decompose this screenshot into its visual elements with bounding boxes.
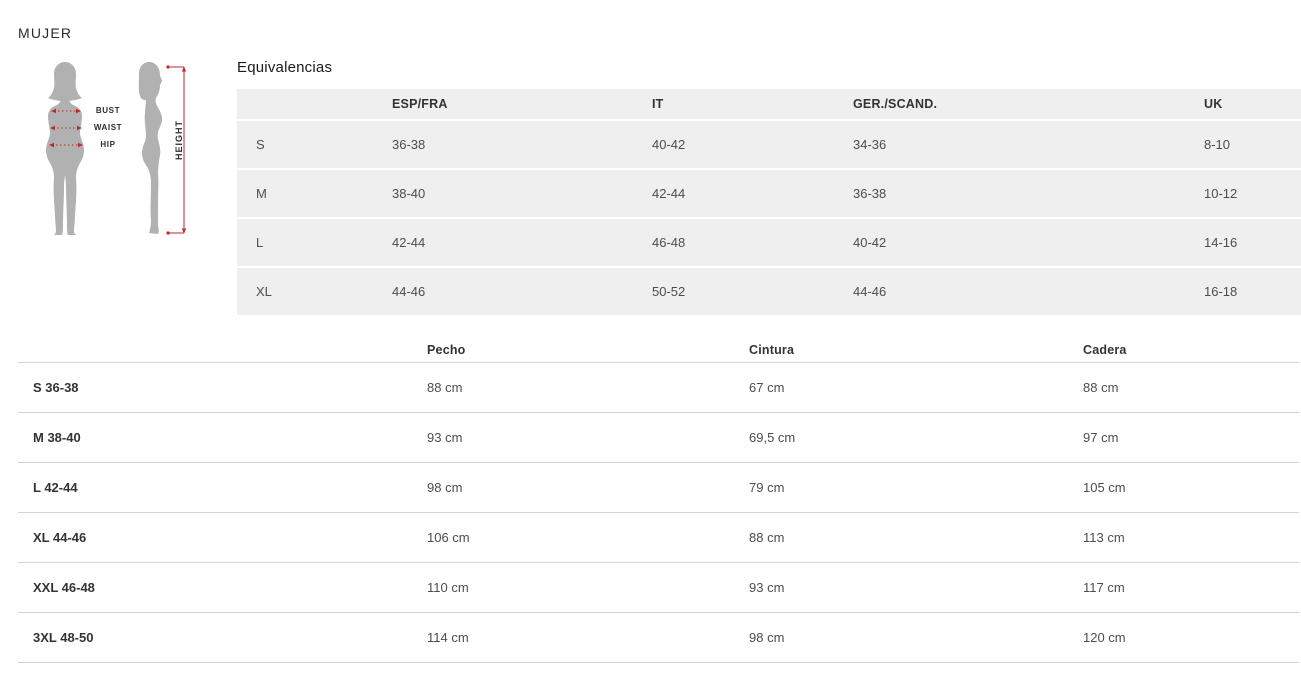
column-header-cintura: Cintura (749, 343, 795, 357)
silhouette-diagram-svg (46, 62, 187, 235)
height-line (168, 66, 185, 234)
eq-cell: 44-46 (853, 284, 887, 299)
eq-cell: 10-12 (1204, 186, 1238, 201)
measurements-table: Pecho Cintura Cadera S 36-38 88 cm 67 cm… (18, 338, 1299, 663)
column-header-ger-scand: GER./SCAND. (853, 97, 938, 111)
column-header-uk: UK (1204, 97, 1223, 111)
equivalences-table: ESP/FRA IT GER./SCAND. UK S 36-38 40-42 … (237, 89, 1301, 317)
table-row-m: M 38-40 42-44 36-38 10-12 (237, 170, 1301, 217)
table-row-l-42-44: L 42-44 98 cm 79 cm 105 cm (18, 463, 1299, 513)
table-row-xxl-46-48: XXL 46-48 110 cm 93 cm 117 cm (18, 563, 1299, 613)
m-cell: 69,5 cm (749, 430, 796, 445)
m-cell: 79 cm (749, 480, 785, 495)
table-row-xl-44-46: XL 44-46 106 cm 88 cm 113 cm (18, 513, 1299, 563)
size-label: XL (256, 284, 272, 299)
size-label: L (256, 235, 264, 250)
size-label: 3XL 48-50 (33, 630, 94, 645)
eq-cell: 38-40 (392, 186, 426, 201)
eq-cell: 42-44 (652, 186, 686, 201)
m-cell: 110 cm (427, 580, 469, 595)
size-label: XXL 46-48 (33, 580, 95, 595)
waist-label: WAIST (93, 123, 123, 132)
m-cell: 88 cm (1083, 380, 1119, 395)
m-cell: 113 cm (1083, 530, 1125, 545)
size-label: M (256, 186, 267, 201)
size-label: M 38-40 (33, 430, 81, 445)
height-label: HEIGHT (174, 120, 184, 161)
female-front-silhouette (46, 62, 84, 235)
eq-cell: 44-46 (392, 284, 426, 299)
size-label: S 36-38 (33, 380, 79, 395)
table-row-3xl-48-50: 3XL 48-50 114 cm 98 cm 120 cm (18, 613, 1299, 663)
height-line-ends (166, 65, 187, 235)
size-label: S (256, 137, 265, 152)
column-header-esp-fra: ESP/FRA (392, 97, 448, 111)
eq-cell: 36-38 (392, 137, 426, 152)
equivalences-header-row: ESP/FRA IT GER./SCAND. UK (237, 89, 1301, 119)
eq-cell: 40-42 (853, 235, 887, 250)
section-label-mujer: MUJER (18, 25, 73, 41)
eq-cell: 14-16 (1204, 235, 1238, 250)
m-cell: 105 cm (1083, 480, 1126, 495)
table-row-s: S 36-38 40-42 34-36 8-10 (237, 121, 1301, 168)
m-cell: 114 cm (427, 630, 469, 645)
size-label: L 42-44 (33, 480, 78, 495)
eq-cell: 16-18 (1204, 284, 1238, 299)
m-cell: 88 cm (749, 530, 785, 545)
m-cell: 120 cm (1083, 630, 1126, 645)
size-label: XL 44-46 (33, 530, 87, 545)
table-row-s-36-38: S 36-38 88 cm 67 cm 88 cm (18, 363, 1299, 413)
m-cell: 67 cm (749, 380, 785, 395)
measurements-header-row: Pecho Cintura Cadera (18, 338, 1299, 363)
equivalences-title: Equivalencias (237, 59, 333, 76)
m-cell: 98 cm (749, 630, 785, 645)
eq-cell: 34-36 (853, 137, 887, 152)
eq-cell: 8-10 (1204, 137, 1231, 152)
table-row-xl: XL 44-46 50-52 44-46 16-18 (237, 268, 1301, 315)
m-cell: 88 cm (427, 380, 463, 395)
m-cell: 98 cm (427, 480, 463, 495)
female-side-silhouette (138, 62, 163, 234)
bust-label: BUST (95, 106, 121, 115)
column-header-cadera: Cadera (1083, 343, 1127, 357)
m-cell: 106 cm (427, 530, 470, 545)
eq-cell: 50-52 (652, 284, 686, 299)
eq-cell: 42-44 (392, 235, 426, 250)
eq-cell: 40-42 (652, 137, 686, 152)
m-cell: 93 cm (427, 430, 463, 445)
hip-label: HIP (100, 140, 116, 149)
measure-arrow-heads (49, 108, 83, 148)
eq-cell: 46-48 (652, 235, 686, 250)
body-measurement-diagram: BUST WAIST HIP HEIGHT (18, 50, 228, 250)
table-row-l: L 42-44 46-48 40-42 14-16 (237, 219, 1301, 266)
m-cell: 117 cm (1083, 580, 1125, 595)
m-cell: 97 cm (1083, 430, 1119, 445)
table-row-m-38-40: M 38-40 93 cm 69,5 cm 97 cm (18, 413, 1299, 463)
m-cell: 93 cm (749, 580, 785, 595)
eq-cell: 36-38 (853, 186, 887, 201)
column-header-pecho: Pecho (427, 343, 466, 357)
column-header-it: IT (652, 97, 664, 111)
measure-arrow-lines (52, 110, 80, 146)
